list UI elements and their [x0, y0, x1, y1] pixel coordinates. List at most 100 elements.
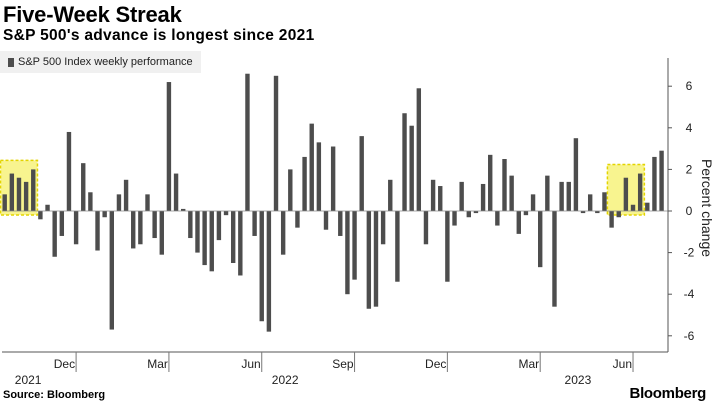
- bar-75: [538, 211, 543, 268]
- y-tick-label-3: 0: [686, 204, 693, 218]
- bar-80: [573, 138, 579, 211]
- bar-2: [16, 177, 22, 211]
- y-tick-label-5: -4: [684, 287, 695, 301]
- bars-layer: [2, 73, 664, 332]
- chart-subtitle: S&P 500's advance is longest since 2021: [3, 27, 315, 44]
- bar-53: [380, 211, 386, 245]
- bar-85: [609, 211, 614, 228]
- bar-29: [209, 211, 214, 272]
- bar-12: [88, 192, 93, 211]
- bar-68: [488, 154, 493, 211]
- bar-55: [395, 211, 400, 282]
- bar-64: [459, 181, 464, 211]
- bar-14: [102, 211, 107, 218]
- bar-6: [45, 204, 50, 211]
- legend-label: S&P 500 Index weekly performance: [18, 56, 193, 68]
- bar-9: [66, 131, 72, 211]
- bar-87: [623, 177, 629, 211]
- bar-49: [352, 211, 357, 280]
- bar-48: [345, 211, 350, 295]
- bar-30: [216, 211, 222, 241]
- year-label-2: 2023: [565, 373, 592, 387]
- axes-layer: 6 4 2 0 -2 -4 -6 Dec Mar Jun Sep Dec Mar Jun 2021 2022 2…: [2, 58, 695, 387]
- bar-22: [159, 211, 164, 255]
- bar-44: [316, 142, 322, 211]
- bar-33: [238, 211, 243, 276]
- bar-25: [181, 208, 186, 211]
- bar-66: [473, 211, 479, 214]
- brand-logo: Bloomberg: [629, 385, 707, 402]
- bar-34: [245, 73, 250, 211]
- year-label-0: 2021: [15, 373, 42, 387]
- y-tick-label-1: 4: [686, 121, 693, 135]
- bar-32: [230, 211, 236, 263]
- bar-59: [423, 211, 429, 245]
- x-tick-label-5: Mar: [519, 357, 540, 371]
- chart-title: Five-Week Streak: [3, 2, 182, 27]
- bar-7: [52, 211, 57, 257]
- x-tick-label-1: Mar: [147, 357, 168, 371]
- bar-65: [466, 211, 471, 218]
- bar-0: [2, 194, 7, 211]
- bar-71: [509, 175, 514, 211]
- bar-37: [266, 211, 272, 332]
- bar-16: [116, 194, 122, 211]
- bar-88: [630, 204, 636, 211]
- bar-51: [366, 211, 372, 309]
- bar-28: [202, 211, 207, 266]
- x-tick-label-3: Sep: [332, 357, 354, 371]
- bar-92: [659, 150, 664, 211]
- bar-76: [545, 175, 550, 211]
- bar-35: [252, 211, 257, 236]
- bar-56: [402, 113, 407, 211]
- source-note: Source: Bloomberg: [3, 389, 106, 401]
- bar-13: [95, 211, 100, 251]
- bar-83: [595, 211, 600, 214]
- bar-8: [59, 211, 65, 236]
- bar-60: [430, 179, 436, 211]
- bar-46: [330, 146, 336, 211]
- bar-11: [81, 163, 86, 211]
- bar-63: [452, 211, 457, 226]
- bar-4: [31, 169, 36, 211]
- bar-69: [495, 211, 500, 226]
- bar-1: [9, 173, 15, 211]
- bar-81: [580, 211, 586, 214]
- bar-62: [445, 211, 450, 282]
- bar-79: [566, 181, 571, 211]
- bar-18: [131, 211, 136, 249]
- bar-15: [109, 211, 114, 330]
- x-tick-label-2: Jun: [241, 357, 260, 371]
- x-tick-label-4: Dec: [425, 357, 446, 371]
- bar-43: [309, 123, 314, 211]
- bar-73: [523, 211, 529, 216]
- y-axis-label: Percent change: [699, 158, 715, 258]
- bar-42: [302, 156, 307, 211]
- bar-67: [480, 183, 486, 211]
- x-tick-label-6: Jun: [613, 357, 632, 371]
- year-label-1: 2022: [272, 373, 299, 387]
- y-tick-label-0: 6: [686, 79, 693, 93]
- legend-swatch: [8, 57, 14, 67]
- bar-84: [602, 192, 607, 211]
- bar-5: [38, 211, 43, 220]
- bar-36: [259, 211, 264, 322]
- y-tick-label-6: -6: [684, 329, 695, 343]
- bar-74: [530, 194, 536, 211]
- bar-89: [637, 173, 643, 211]
- bar-52: [373, 211, 379, 307]
- bar-19: [138, 211, 143, 245]
- bar-78: [559, 181, 564, 211]
- bar-24: [173, 173, 179, 211]
- bar-41: [295, 211, 300, 228]
- bar-82: [587, 194, 593, 211]
- bar-23: [166, 82, 172, 211]
- bar-86: [616, 211, 621, 218]
- bar-90: [645, 202, 650, 211]
- bar-61: [438, 186, 443, 211]
- bar-3: [23, 181, 29, 211]
- bar-39: [280, 211, 286, 255]
- bar-20: [145, 194, 150, 211]
- bar-27: [195, 211, 200, 253]
